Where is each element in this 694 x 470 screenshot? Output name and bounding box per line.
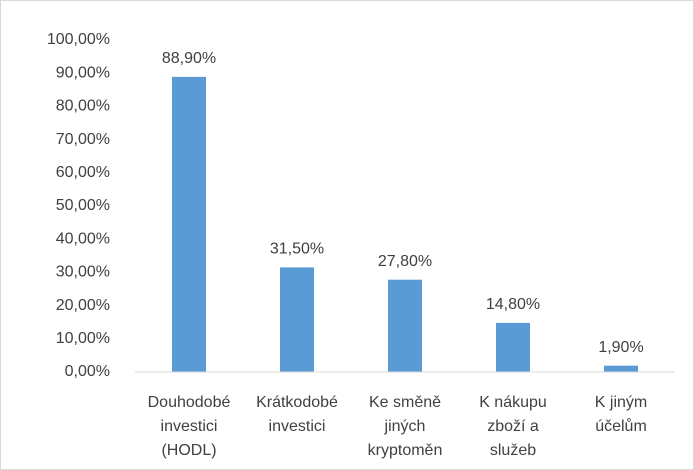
x-tick-label: jiných xyxy=(384,418,426,435)
data-label: 14,80% xyxy=(486,296,540,313)
bar xyxy=(280,267,314,372)
y-tick-label: 100,00% xyxy=(47,31,110,48)
x-tick-label: Ke směně xyxy=(369,394,441,411)
x-tick-label: Douhodobé xyxy=(148,394,231,411)
y-tick-label: 0,00% xyxy=(65,363,110,380)
y-tick-label: 70,00% xyxy=(56,131,110,148)
y-tick-label: 90,00% xyxy=(56,64,110,81)
data-label: 1,90% xyxy=(598,339,643,356)
data-label: 88,90% xyxy=(162,50,216,67)
y-tick-label: 20,00% xyxy=(56,297,110,314)
x-tick-label: zboží a xyxy=(487,418,539,435)
data-label: 27,80% xyxy=(378,253,432,270)
y-tick-label: 80,00% xyxy=(56,98,110,115)
y-tick-label: 30,00% xyxy=(56,264,110,281)
bar xyxy=(172,76,206,373)
x-tick-label: investici xyxy=(161,418,218,435)
bar xyxy=(496,322,530,372)
x-tick-label: (HODL) xyxy=(161,442,216,459)
y-tick-label: 50,00% xyxy=(56,197,110,214)
x-tick-label: služeb xyxy=(490,442,536,459)
x-tick-label: K jiným xyxy=(595,394,647,411)
y-tick-label: 10,00% xyxy=(56,330,110,347)
bar xyxy=(604,365,638,372)
data-label: 31,50% xyxy=(270,241,324,258)
bar xyxy=(388,279,422,372)
x-tick-label: kryptoměn xyxy=(368,442,443,459)
y-tick-label: 40,00% xyxy=(56,230,110,247)
x-tick-label: K nákupu xyxy=(479,394,547,411)
x-tick-label: účelům xyxy=(595,417,647,435)
y-tick-label: 60,00% xyxy=(56,164,110,181)
x-tick-label: investici xyxy=(269,418,326,435)
x-tick-label: Krátkodobé xyxy=(256,394,338,411)
